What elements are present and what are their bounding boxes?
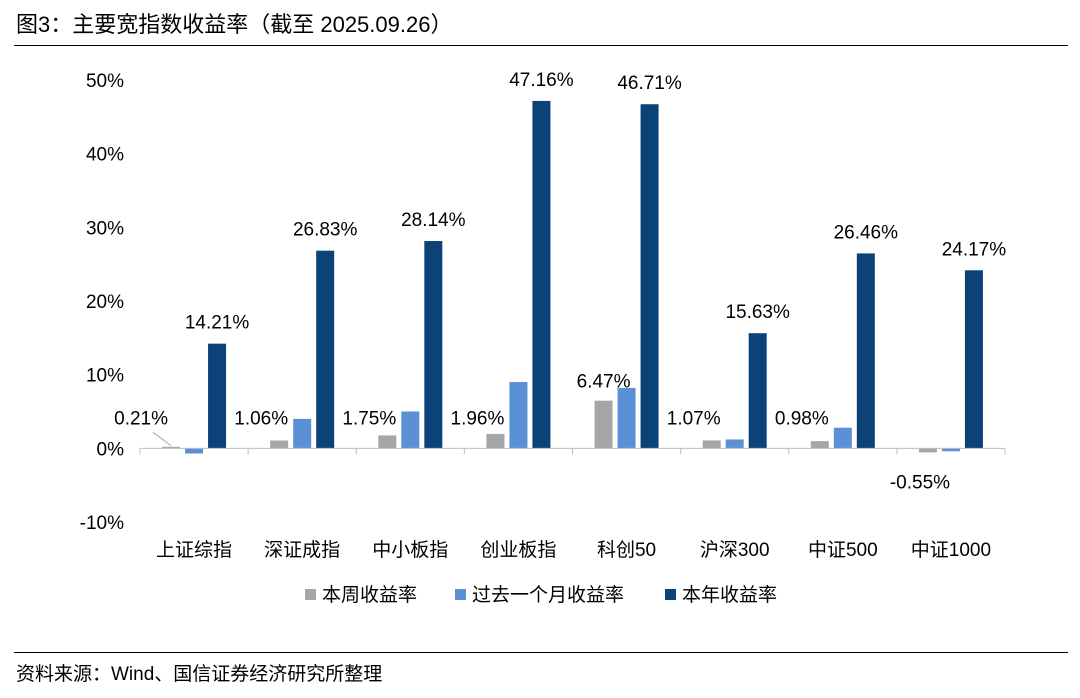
x-tick-label: 中证1000 <box>911 539 991 561</box>
footer-rule <box>14 652 1068 653</box>
x-tick-label: 中证500 <box>808 539 878 561</box>
y-tick-label: 20% <box>86 292 124 313</box>
bar <box>401 411 420 449</box>
data-label: 14.21% <box>185 313 250 334</box>
x-tick-label: 上证综指 <box>156 539 232 561</box>
figure-title: 图3：主要宽指数收益率（截至 2025.09.26） <box>16 12 453 37</box>
bar <box>208 343 227 449</box>
legend: 本周收益率 过去一个月收益率 本年收益率 <box>305 584 777 606</box>
bar <box>532 100 551 449</box>
leader-line <box>152 431 172 447</box>
bar <box>486 433 505 449</box>
bar <box>316 250 335 449</box>
bar <box>833 427 852 449</box>
data-label: 1.06% <box>234 408 288 429</box>
data-label: 15.63% <box>725 302 790 323</box>
data-label: 46.71% <box>617 73 682 94</box>
bar <box>964 270 983 449</box>
legend-label: 过去一个月收益率 <box>472 584 624 606</box>
bar <box>162 446 181 449</box>
data-label: 26.46% <box>834 222 899 243</box>
legend-swatch <box>665 589 676 600</box>
data-label: 28.14% <box>401 210 466 231</box>
data-label: 24.17% <box>942 239 1007 260</box>
data-label: 0.98% <box>775 408 829 429</box>
bar <box>702 440 721 449</box>
y-tick-label: 50% <box>86 71 124 92</box>
y-tick-label: 0% <box>97 439 125 460</box>
x-tick-label: 沪深300 <box>700 539 770 561</box>
x-tick-label: 中小板指 <box>372 539 448 561</box>
chart: -10% 0% 10% 20% 30% 40% 50% 上证综指 深证成指 中小板指 创业板指 科创… <box>80 70 1007 606</box>
legend-swatch <box>305 589 316 600</box>
bar <box>594 400 613 449</box>
data-label: 1.07% <box>667 408 721 429</box>
legend-label: 本年收益率 <box>682 584 777 606</box>
bar <box>378 435 397 449</box>
title-rule <box>14 45 1068 46</box>
data-labels: 14.21% 26.83% 28.14% 47.16% 46.71% 15.63% 26.4… <box>114 70 1006 493</box>
data-label: 1.75% <box>342 408 396 429</box>
bar <box>941 448 960 452</box>
bar <box>640 104 659 449</box>
data-label: -0.55% <box>890 472 950 493</box>
x-tick-label: 创业板指 <box>480 539 556 561</box>
y-tick-label: -10% <box>80 513 124 534</box>
bar <box>918 448 937 453</box>
bar <box>424 241 443 449</box>
y-tick-label: 10% <box>86 366 124 387</box>
source-note: 资料来源：Wind、国信证券经济研究所整理 <box>16 664 383 685</box>
x-tick-label: 科创50 <box>597 539 656 561</box>
bar <box>270 440 289 449</box>
x-axis-ticks: 上证综指 深证成指 中小板指 创业板指 科创50 沪深300 中证500 中证1000 <box>139 448 1006 561</box>
data-label: 6.47% <box>577 372 631 393</box>
bar <box>725 439 744 449</box>
bar <box>617 387 636 449</box>
y-tick-label: 40% <box>86 145 124 166</box>
bar <box>810 441 829 449</box>
data-label: 1.96% <box>451 408 505 429</box>
bar <box>509 382 528 449</box>
data-label: 26.83% <box>293 220 358 241</box>
legend-swatch <box>455 589 466 600</box>
bar <box>293 418 312 449</box>
bar <box>185 448 204 454</box>
bar <box>748 333 767 449</box>
y-tick-label: 30% <box>86 218 124 239</box>
y-axis-ticks: -10% 0% 10% 20% 30% 40% 50% <box>80 71 124 534</box>
bars <box>162 100 983 454</box>
bar <box>856 253 875 449</box>
x-tick-label: 深证成指 <box>264 539 340 561</box>
data-label: 47.16% <box>509 70 574 91</box>
legend-label: 本周收益率 <box>322 584 417 606</box>
data-label: 0.21% <box>114 408 168 429</box>
